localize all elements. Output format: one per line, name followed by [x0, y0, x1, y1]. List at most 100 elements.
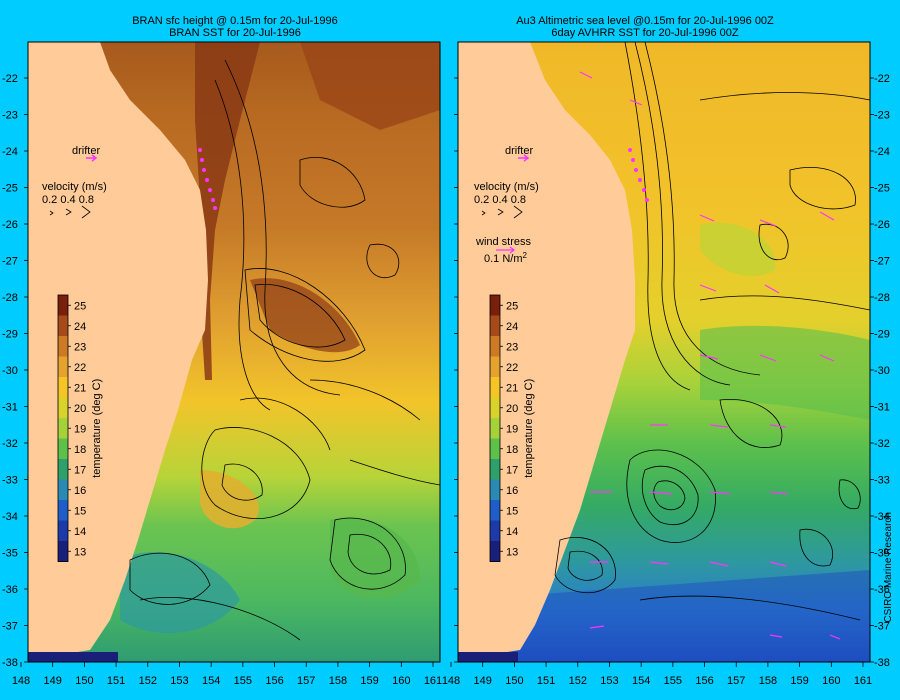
lat-tick-label: -29: [2, 329, 18, 341]
left-colorbar-title: temperature (deg C): [91, 379, 103, 478]
lon-tick-label: 157: [727, 675, 745, 687]
right-colorbar-tick-label: 24: [506, 321, 518, 333]
right-colorbar-title: temperature (deg C): [523, 379, 535, 478]
lat-tick-label: -23: [2, 110, 18, 122]
left-velocity-label: velocity (m/s): [42, 181, 107, 193]
lon-tick-label: 154: [632, 675, 650, 687]
right-colorbar-tick-label: 20: [506, 403, 518, 415]
lon-tick-label: 161: [424, 675, 442, 687]
left-colorbar-swatch: [58, 520, 68, 542]
lat-tick-label: -34: [874, 511, 890, 523]
right-colorbar-tick-label: 21: [506, 382, 518, 394]
right-frame: [457, 41, 871, 663]
lon-tick-label: 156: [695, 675, 713, 687]
lat-tick-label: -32: [874, 438, 890, 450]
lat-tick-label: -29: [874, 329, 890, 341]
right-colorbar-tick-label: 16: [506, 485, 518, 497]
lat-tick-label: -34: [2, 511, 18, 523]
left-colorbar-tick-label: 25: [74, 300, 86, 312]
right-colorbar-tick-label: 13: [506, 546, 518, 558]
right-velocity-values: 0.2 0.4 0.8: [474, 194, 526, 206]
right-colorbar-tick-label: 14: [506, 526, 518, 538]
right-map: [458, 42, 870, 662]
lon-tick-label: 155: [234, 675, 252, 687]
right-colorbar-tick-label: 23: [506, 341, 518, 353]
lat-tick-label: -36: [2, 584, 18, 596]
left-colorbar-tick-label: 19: [74, 423, 86, 435]
left-bottom-strip: [28, 652, 118, 662]
lat-tick-label: -26: [2, 219, 18, 231]
left-green-eddy: [330, 518, 420, 599]
lon-tick-label: 158: [329, 675, 347, 687]
left-title-line1: BRAN sfc height @ 0.15m for 20-Jul-1996: [132, 15, 338, 27]
lon-tick-label: 156: [265, 675, 283, 687]
right-title: Au3 Altimetric sea level @0.15m for 20-J…: [470, 15, 820, 39]
lat-tick-label: -37: [2, 621, 18, 633]
lon-tick-label: 160: [392, 675, 410, 687]
right-colorbar-tick-label: 18: [506, 444, 518, 456]
lat-tick-label: -22: [2, 73, 18, 85]
lon-tick-label: 161: [854, 675, 872, 687]
right-eddy-yellowgreen: [700, 222, 776, 277]
left-title-line2: BRAN SST for 20-Jul-1996: [169, 27, 301, 39]
right-colorbar-swatch: [490, 438, 500, 460]
lon-tick-label: 153: [170, 675, 188, 687]
left-colorbar-swatch: [58, 418, 68, 439]
left-colorbar-tick-label: 23: [74, 341, 86, 353]
right-colorbar-tick-label: 15: [506, 505, 518, 517]
right-colorbar-swatch: [490, 295, 500, 316]
right-wind-arrows: [579, 71, 841, 640]
left-colorbar-swatch: [58, 479, 68, 501]
lon-tick-label: 152: [569, 675, 587, 687]
lon-tick-label: 155: [664, 675, 682, 687]
lon-tick-label: 151: [107, 675, 125, 687]
right-drifter-arrow-icon: [518, 154, 530, 162]
right-cold-south: [460, 570, 870, 662]
lon-tick-label: 152: [139, 675, 157, 687]
lat-tick-label: -25: [2, 183, 18, 195]
right-velocity-arrows-icon: [481, 205, 523, 219]
lat-tick-label: -30: [874, 365, 890, 377]
left-colorbar-swatch: [58, 541, 68, 562]
left-colorbar: 25 24 23 22 21 20 19 18 17 16 15 14 13 temperature (d…: [57, 294, 103, 562]
left-lat-axis: -22 -23 -24 -25 -26 -27 -28 -29 -30 -31 -32 -33 -34 -…: [2, 73, 28, 669]
left-warm-eddy-south: [200, 470, 259, 529]
lat-tick-label: -36: [874, 584, 890, 596]
right-wind-value: 0.1 N/m2: [484, 251, 528, 265]
lat-tick-label: -37: [874, 621, 890, 633]
lon-tick-label: 150: [505, 675, 523, 687]
left-colorbar-swatch: [58, 438, 68, 460]
lat-tick-label: -31: [874, 402, 890, 414]
left-drifter-track: [198, 148, 217, 210]
right-wind-arrow-icon: [496, 246, 515, 254]
lon-tick-label: 153: [600, 675, 618, 687]
lon-tick-label: 157: [297, 675, 315, 687]
left-contours: [129, 59, 440, 641]
left-colorbar-tick-label: 21: [74, 382, 86, 394]
lat-tick-label: -32: [2, 438, 18, 450]
lat-tick-label: -27: [2, 256, 18, 268]
lat-tick-label: -28: [874, 292, 890, 304]
lon-tick-label: 159: [790, 675, 808, 687]
lon-tick-label: 150: [75, 675, 93, 687]
right-colorbar-tick-label: 19: [506, 423, 518, 435]
right-colorbar-swatch: [490, 397, 500, 419]
left-velocity-arrows-icon: [49, 205, 91, 219]
left-drifter-arrow-icon: [86, 154, 98, 162]
lon-tick-label: 149: [44, 675, 62, 687]
left-map: [28, 42, 440, 662]
left-drifter-label: drifter: [72, 145, 100, 157]
left-colorbar-tick-label: 14: [74, 526, 86, 538]
left-colorbar-swatch: [58, 500, 68, 521]
left-colorbar-tick-label: 24: [74, 321, 86, 333]
lat-tick-label: -35: [2, 548, 18, 560]
lat-tick-label: -24: [874, 146, 890, 158]
lon-tick-label: 160: [822, 675, 840, 687]
lon-tick-label: 148: [12, 675, 30, 687]
right-colorbar-tick-label: 17: [506, 464, 518, 476]
right-colorbar-swatch: [490, 459, 500, 480]
right-drifter-label: drifter: [505, 145, 533, 157]
lon-tick-label: 149: [474, 675, 492, 687]
left-cool-patch: [120, 552, 240, 634]
left-colorbar-tick-label: 17: [74, 464, 86, 476]
